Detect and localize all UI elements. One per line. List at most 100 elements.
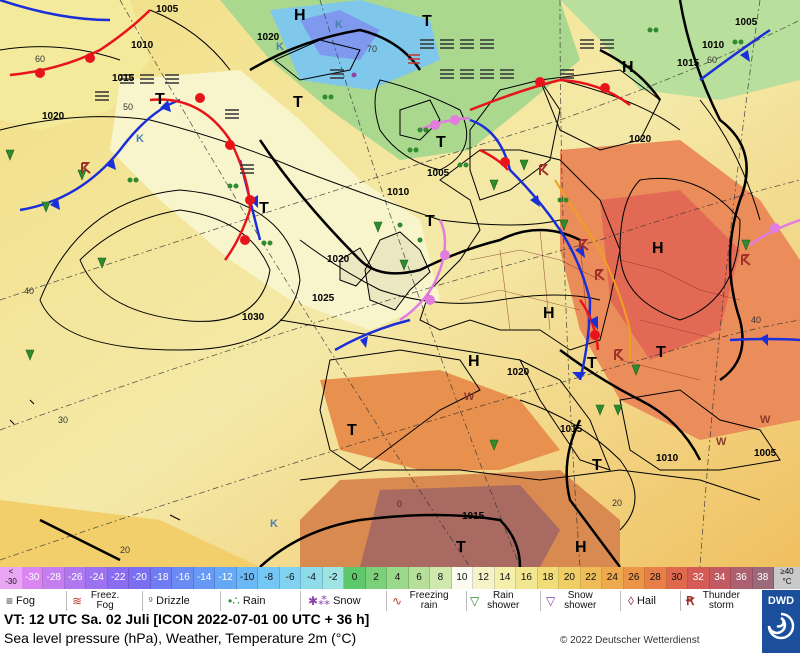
scale-step: 26 [623, 567, 646, 589]
drizzle-icon: ⁹ [148, 594, 154, 608]
scale-step: -26 [64, 567, 87, 589]
dwd-swirl-icon [767, 612, 795, 640]
cold-marker: K [335, 19, 343, 31]
isotherm-label: 60 [35, 54, 45, 64]
legend-hail: ◊ Hail [628, 594, 656, 608]
hail-icon: ◊ [628, 594, 634, 608]
isotherm-label: 0 [397, 499, 402, 509]
rain-symbols [127, 27, 744, 246]
scale-step: -8 [258, 567, 280, 589]
scale-step: 6 [408, 567, 431, 589]
scale-step: -14 [193, 567, 216, 589]
isobar-value-labels: 1005 1010 1015 1020 1020 1010 1005 1015 … [42, 4, 777, 522]
isobar-label: 1020 [507, 367, 530, 378]
low-center: T [425, 213, 435, 230]
isotherm-label: 50 [123, 102, 133, 112]
scale-step: 0 [344, 567, 366, 589]
isotherm-label: 70 [367, 44, 377, 54]
scale-step: 30 [666, 567, 689, 589]
legend-freezing-rain: ∿ Freezing rain [392, 590, 449, 611]
scale-step: -28 [43, 567, 65, 589]
map-description: Sea level pressure (hPa), Weather, Tempe… [4, 630, 357, 646]
temperature-labels: 60 50 40 30 20 0 20 40 60 70 [24, 44, 761, 555]
scale-step: 18 [537, 567, 560, 589]
scale-max-label: ≥40 °C [774, 567, 800, 589]
scale-step: 28 [645, 567, 667, 589]
isobar-label: 1010 [702, 40, 725, 51]
isobar-label: 1020 [327, 254, 350, 265]
dwd-logo-text: DWD [767, 595, 795, 607]
low-center: T [155, 91, 165, 108]
low-center: T [436, 134, 446, 151]
fog-icon: ≡ [6, 594, 14, 608]
isotherm-label: 20 [120, 545, 130, 555]
isobar-label: 1020 [257, 32, 280, 43]
legend-rain: •∴ Rain [228, 594, 266, 608]
scale-step: 4 [387, 567, 409, 589]
low-center: T [656, 344, 666, 361]
low-center: T [592, 457, 602, 474]
low-center: T [456, 539, 466, 556]
rain-shower-symbols [5, 149, 751, 451]
fog-symbols [95, 39, 614, 174]
cold-marker: K [276, 41, 284, 53]
isobar-label: 1020 [629, 134, 652, 145]
isotherm-label: 40 [751, 315, 761, 325]
cold-marker: K [270, 518, 278, 530]
legend-snow-shower: ▽ Snow shower [546, 590, 597, 611]
scale-step: -18 [150, 567, 173, 589]
scale-step: -6 [279, 567, 302, 589]
map-canvas: H H H H H H T T T T T T T T T T T 1005 1… [0, 0, 800, 567]
freezing-fog-symbols [408, 54, 420, 64]
low-center: T [259, 200, 269, 217]
legend-thunderstorm: Ꞧ Thunder storm [686, 590, 740, 611]
high-center: H [294, 7, 306, 24]
scale-step: 22 [580, 567, 603, 589]
snow-symbols [351, 72, 357, 78]
isobar-label: 1005 [427, 168, 450, 179]
high-center: H [575, 539, 587, 556]
low-center: T [347, 422, 357, 439]
isotherm-label: 30 [58, 415, 68, 425]
rain-icon: •∴ [228, 594, 240, 608]
scale-step: -2 [322, 567, 345, 589]
snow-icon: ✱⁂ [308, 594, 331, 608]
isobar-label: 1005 [754, 448, 777, 459]
weather-symbols [5, 27, 751, 451]
high-center: H [543, 305, 555, 322]
isotherm-label: 20 [612, 498, 622, 508]
high-center: H [622, 59, 634, 76]
trough-line [554, 179, 631, 360]
isobar-label: 1015 [462, 511, 485, 522]
scale-step: 24 [602, 567, 624, 589]
freezing-fog-icon: ≋ [72, 594, 83, 608]
scale-step: 8 [430, 567, 452, 589]
legend-rain-shower: ▽ Rain shower [470, 590, 520, 611]
copyright: © 2022 Deutscher Wetterdienst [560, 635, 700, 646]
dwd-logo: DWD [762, 590, 800, 653]
pressure-center-labels: H H H H H H T T T T T T T T T T T [155, 7, 666, 556]
cold-marker: K [136, 133, 144, 145]
isobar-label: 1025 [312, 293, 335, 304]
cold-fronts [0, 0, 800, 381]
isobar-label: 1015 [677, 58, 700, 69]
rain-shower-icon: ▽ [470, 594, 480, 608]
thunderstorm-icon: Ꞧ [686, 594, 695, 608]
high-center: H [468, 353, 480, 370]
legend-drizzle: ⁹ Drizzle [148, 594, 190, 608]
isobars [0, 9, 761, 531]
scale-step: 34 [709, 567, 732, 589]
warm-cold-markers: W W W K K K K [136, 19, 771, 530]
low-center: T [422, 13, 432, 30]
scale-step: -4 [301, 567, 323, 589]
low-center: T [293, 94, 303, 111]
isobar-label: 1015 [112, 73, 135, 84]
isobar-label: 1015 [560, 424, 583, 435]
freezing-rain-icon: ∿ [392, 594, 403, 608]
scale-step: 12 [473, 567, 495, 589]
scale-step: 14 [494, 567, 517, 589]
scale-min-label: < -30 [0, 567, 22, 589]
scale-step: 16 [516, 567, 538, 589]
isobar-label: 1020 [42, 111, 65, 122]
scale-step: -30 [22, 567, 44, 589]
